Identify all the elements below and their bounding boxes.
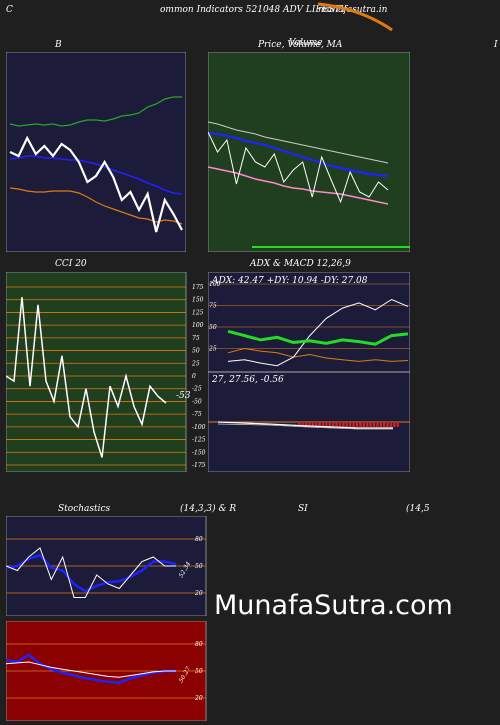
header-title: ommon Indicators 521048 ADV LIFESTY bbox=[160, 5, 347, 15]
stoch-tick-label: 80 bbox=[195, 536, 203, 543]
price-ma-mid-line bbox=[208, 121, 389, 164]
macd-histogram-bar bbox=[332, 422, 335, 427]
cci-tick-label: -125 bbox=[192, 437, 206, 444]
watermark: MunafaSutra.com bbox=[214, 590, 453, 621]
stoch-title-mid: (14,3,3) & R bbox=[180, 504, 237, 514]
cci-tick-label: 50 bbox=[192, 348, 200, 355]
rsi-tick-label: 20 bbox=[194, 695, 203, 702]
macd-histogram-bar bbox=[328, 422, 331, 427]
cci-last-label: -53 bbox=[176, 391, 191, 401]
stoch-d-line bbox=[6, 553, 177, 593]
macd-histogram-bar bbox=[383, 422, 386, 427]
cci-tick-label: -50 bbox=[192, 398, 202, 405]
adx-tick-label: 25 bbox=[208, 346, 217, 353]
bollinger-chart bbox=[6, 52, 186, 252]
bollinger-middle-line bbox=[9, 155, 183, 195]
right-edge-label: I bbox=[494, 40, 498, 50]
adx-line bbox=[227, 329, 409, 346]
price-chart bbox=[208, 52, 410, 252]
bollinger-close-line bbox=[9, 135, 183, 233]
rsi-tick-label: 80 bbox=[195, 641, 203, 648]
cci-tick-label: 175 bbox=[192, 284, 204, 291]
macd-histogram-bar bbox=[369, 422, 372, 427]
bollinger-upper-line bbox=[9, 96, 182, 127]
cci-line bbox=[6, 297, 167, 458]
price-title: Price, Volume, MA bbox=[258, 40, 343, 50]
price-ma-long-line bbox=[208, 166, 389, 205]
bollinger-title: B bbox=[55, 40, 62, 50]
macd-histogram-bar bbox=[359, 422, 362, 427]
header-corner: C bbox=[6, 5, 13, 15]
price-close-line bbox=[208, 131, 389, 204]
price-title-volume-overlay: Volume bbox=[289, 38, 323, 48]
macd-histogram-bar bbox=[301, 422, 304, 427]
rsi-title-right: (14,5 bbox=[406, 504, 430, 514]
macd-histogram-bar bbox=[355, 422, 359, 427]
adx-readout: ADX: 42.47 +DY: 10.94 -DY: 27.08 bbox=[212, 276, 368, 286]
macd-histogram-bar bbox=[345, 422, 348, 427]
macd-histogram-bar bbox=[318, 422, 321, 427]
cci-tick-label: 0 bbox=[192, 373, 196, 380]
macd-histogram-bar bbox=[396, 422, 399, 427]
cci-chart: 175 150 125 100 75 50 25 0 -25 -50 -75 -100 -125 -150… bbox=[6, 272, 206, 472]
stoch-title-left: Stochastics bbox=[58, 504, 111, 514]
macd-histogram-bar bbox=[325, 422, 328, 427]
macd-signal-line bbox=[217, 423, 393, 430]
adx-tick-label: 75 bbox=[209, 303, 217, 310]
macd-line bbox=[217, 421, 393, 429]
macd-histogram-bar bbox=[372, 422, 376, 427]
price-ma-short-line bbox=[208, 131, 389, 178]
adx-chart: 100 75 50 25 bbox=[208, 272, 410, 472]
cci-title: CCI 20 bbox=[55, 259, 87, 269]
stoch-tick-label: 20 bbox=[194, 590, 203, 597]
macd-histogram-bar bbox=[308, 422, 311, 427]
macd-histogram-bar bbox=[335, 422, 338, 427]
adx-minus-dy-line bbox=[227, 298, 409, 367]
rsi-line bbox=[6, 653, 176, 684]
cci-tick-label: 25 bbox=[191, 360, 200, 367]
macd-histogram-bar bbox=[298, 422, 301, 427]
macd-histogram-bar bbox=[366, 422, 369, 427]
macd-readout: 27, 27.56, -0.56 bbox=[212, 375, 284, 385]
cci-tick-label: 150 bbox=[192, 297, 204, 304]
macd-histogram-bar bbox=[338, 422, 342, 427]
macd-histogram-bar bbox=[379, 422, 382, 427]
macd-histogram-bar bbox=[342, 422, 345, 427]
cci-tick-label: 75 bbox=[192, 335, 200, 342]
cci-tick-label: -75 bbox=[192, 411, 202, 418]
cci-tick-label: -100 bbox=[192, 424, 206, 431]
macd-histogram-bar bbox=[304, 422, 308, 427]
cci-tick-label: 125 bbox=[192, 309, 204, 316]
cci-tick-label: -175 bbox=[192, 462, 206, 469]
cci-tick-label: 100 bbox=[192, 322, 204, 329]
macd-histogram-bar bbox=[393, 422, 396, 427]
rsi-tick-label: 50 bbox=[195, 668, 203, 675]
macd-histogram-bar bbox=[352, 422, 355, 427]
macd-histogram-bar bbox=[389, 422, 393, 427]
rsi-title-left: SI bbox=[298, 504, 308, 514]
cci-tick-label: -150 bbox=[192, 449, 206, 456]
rsi-ma-line bbox=[6, 661, 176, 678]
macd-histogram-bar bbox=[376, 422, 379, 427]
macd-histogram-bar bbox=[321, 422, 325, 427]
stoch-tick-label: 50 bbox=[195, 563, 203, 570]
stoch-k-line bbox=[6, 547, 176, 598]
header-orange-swoosh bbox=[317, 2, 393, 32]
macd-histogram-bar bbox=[349, 422, 352, 427]
adx-title: ADX & MACD 12,26,9 bbox=[250, 259, 351, 269]
adx-tick-label: 50 bbox=[209, 324, 217, 331]
macd-histogram-bar bbox=[362, 422, 365, 427]
adx-tick-label: 100 bbox=[209, 281, 221, 288]
macd-histogram-bar bbox=[315, 422, 318, 427]
cci-tick-label: -25 bbox=[192, 386, 202, 393]
adx-plus-dy-line bbox=[227, 347, 409, 362]
macd-histogram-bar bbox=[386, 422, 389, 427]
macd-histogram-bar bbox=[311, 422, 314, 427]
